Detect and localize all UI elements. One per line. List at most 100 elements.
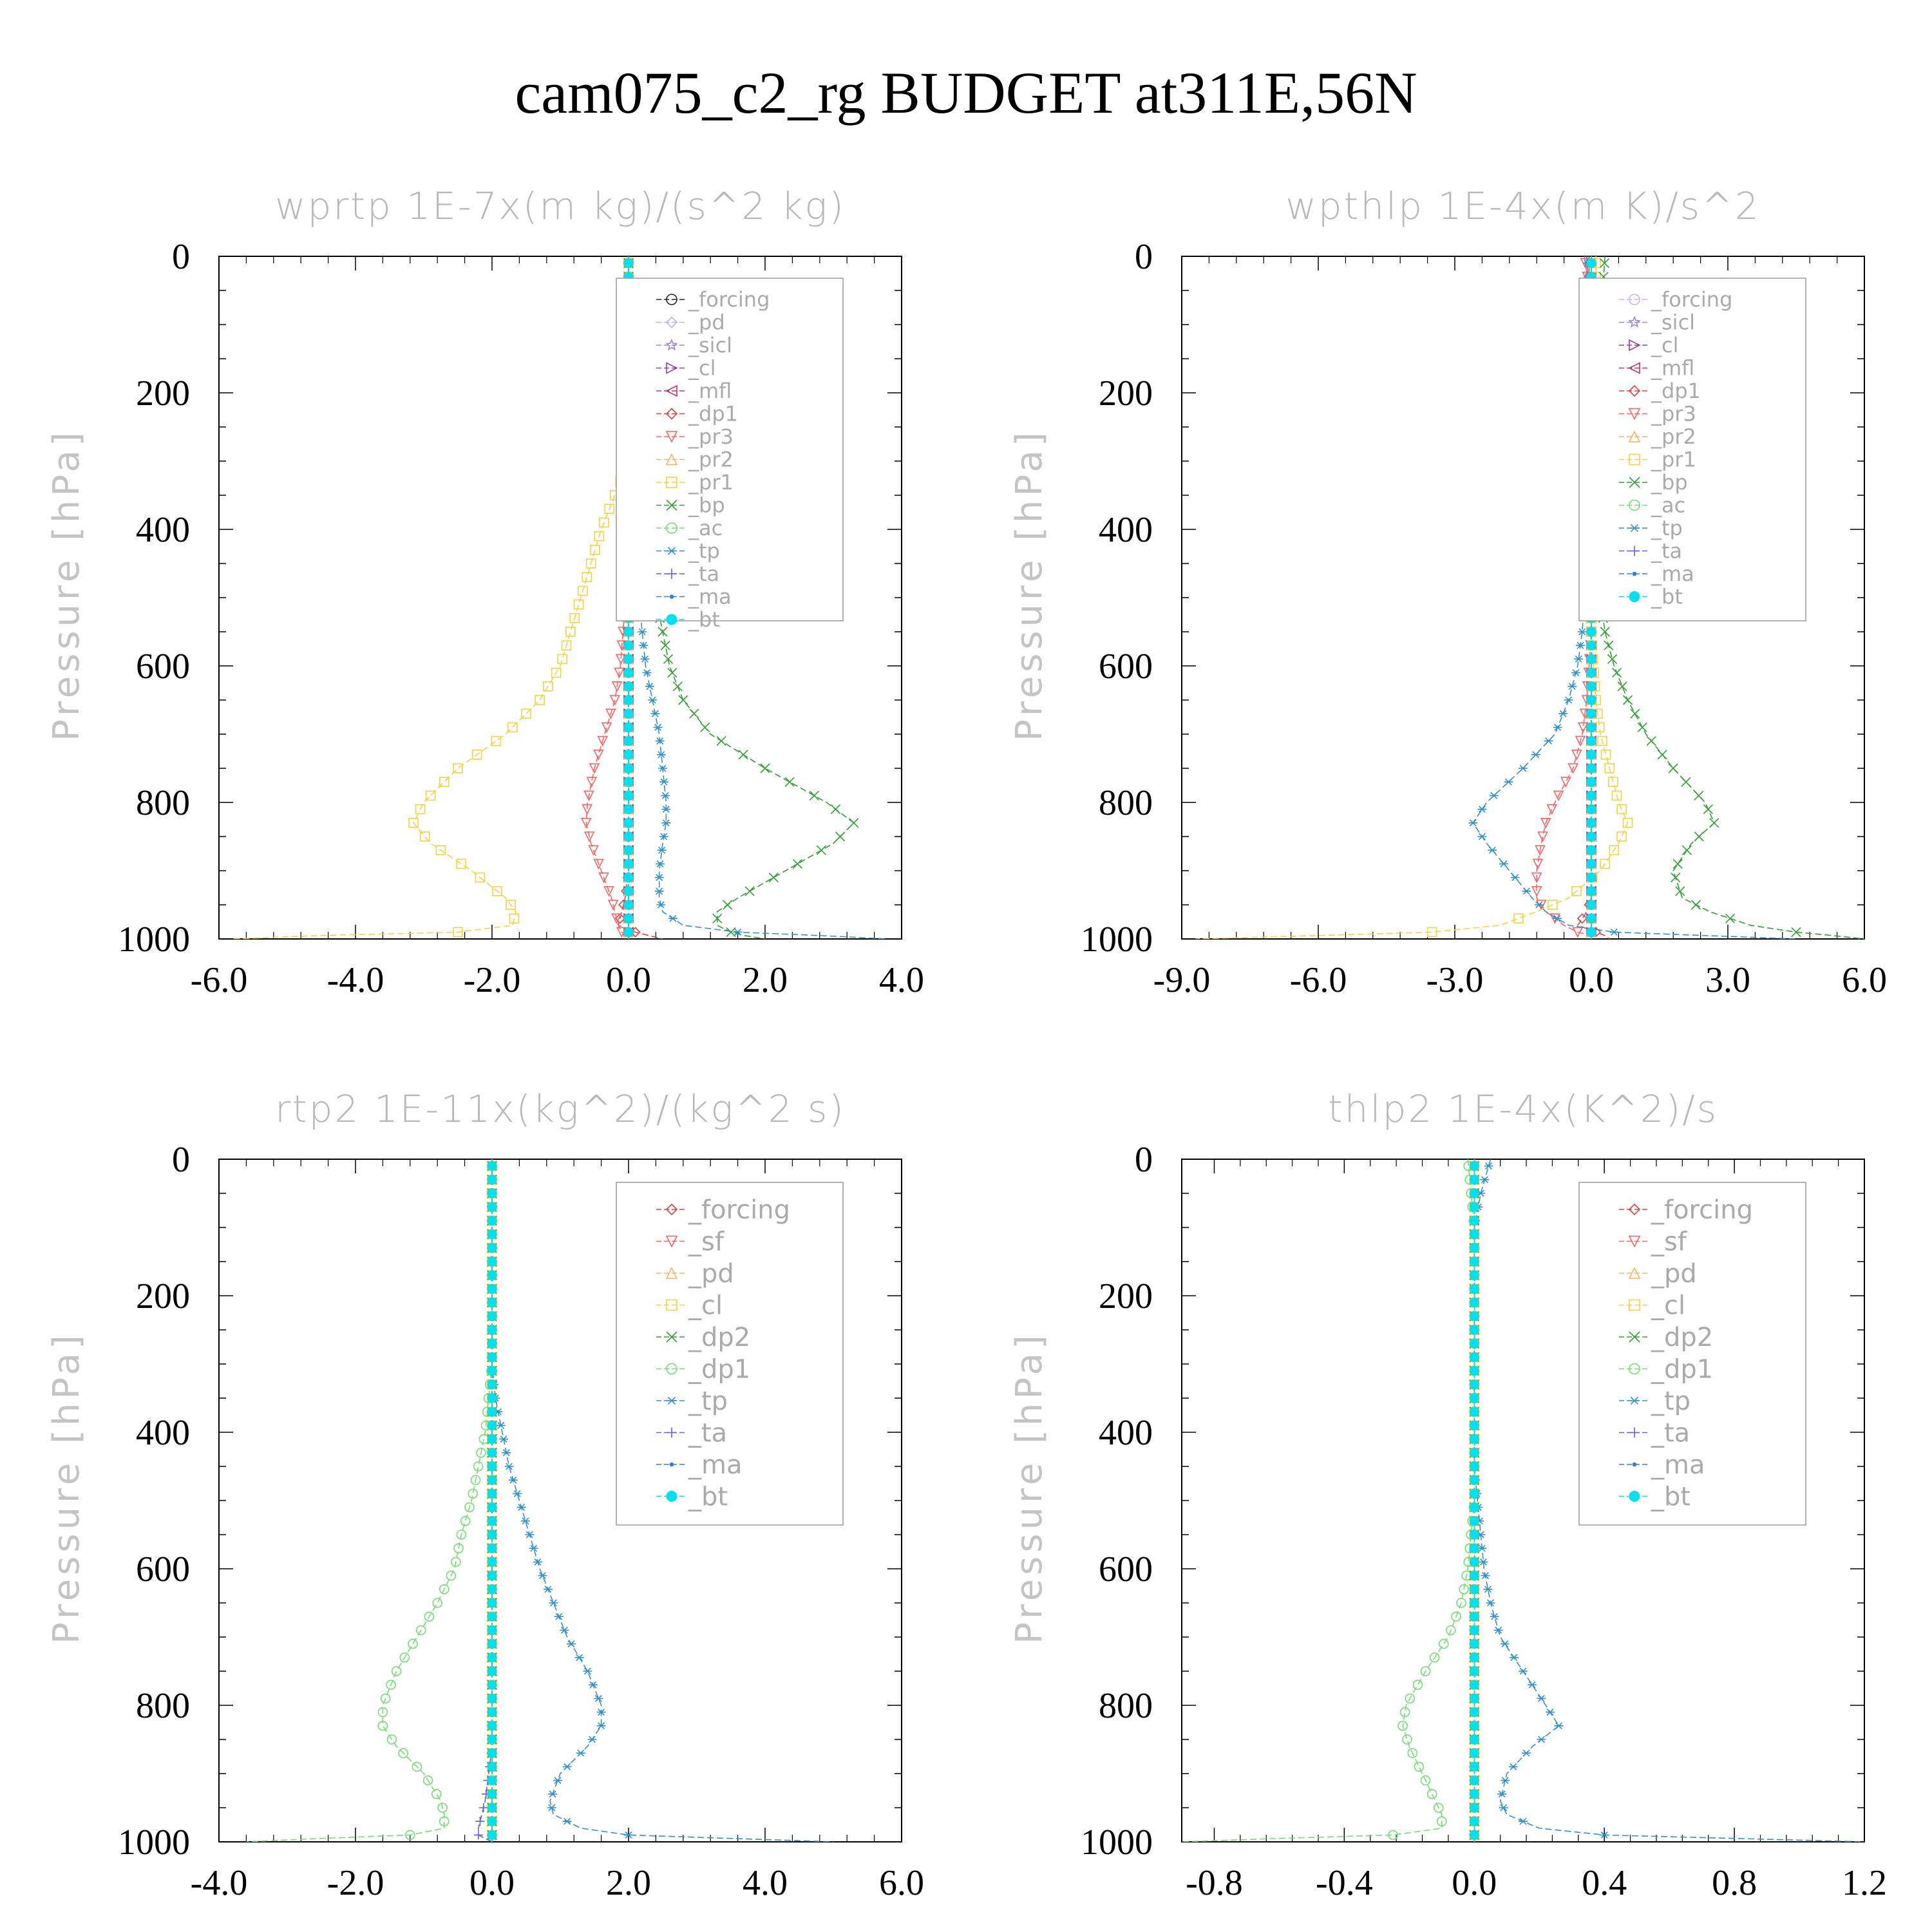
legend-marker [666,294,677,305]
data-point [658,764,667,772]
data-point [1477,806,1487,813]
data-point [1469,1789,1479,1799]
legend-item: _dp1 [656,402,738,426]
data-point [487,1283,497,1294]
data-point [487,1625,497,1635]
legend-label: _cl [1651,333,1678,357]
data-point [487,1584,497,1595]
x-tick-label: 6.0 [1842,960,1887,1000]
data-point [425,790,436,801]
legend-label: _ma [688,585,732,609]
data-point [1469,1598,1479,1608]
data-point [547,1804,556,1812]
data-point [583,1667,592,1675]
data-point [623,627,634,637]
legend-marker [1629,339,1641,352]
data-point [1412,1680,1423,1690]
legend-label: _ta [1651,539,1682,564]
data-point [661,806,671,813]
data-point [574,1654,584,1662]
data-point [1607,654,1618,664]
data-point [1469,1557,1479,1567]
data-point [1499,1804,1508,1812]
data-point [623,708,634,719]
panel-title: rtp2 1E-11x(kg^2)/(kg^2 s) [275,1087,846,1131]
data-point [656,860,665,867]
data-point [499,1435,509,1443]
legend-label: _ac [688,516,723,540]
legend-marker [1629,1363,1640,1375]
data-point [1469,1352,1479,1362]
data-point [653,723,663,731]
data-point [1469,1475,1479,1485]
y-tick-label: 200 [1099,374,1153,413]
x-tick-label: -2.0 [464,960,521,1000]
data-point [554,1613,564,1620]
y-tick-label: 800 [136,783,190,823]
data-point [594,531,605,542]
data-point [1388,1830,1398,1841]
data-point [548,1790,558,1798]
y-axis-label: Pressure [hPa] [1009,428,1050,741]
legend-item: _cl [656,1291,723,1321]
data-point [768,873,779,883]
legend-label: _pd [688,310,725,335]
y-tick-label: 0 [172,1140,190,1180]
data-point [1577,628,1587,636]
data-point [1577,913,1588,924]
series-pr1 [1195,256,1633,939]
data-point [1469,1530,1479,1540]
x-tick-label: 0.0 [469,1863,515,1903]
data-point [431,1789,442,1799]
series-line [1195,256,1629,939]
data-point [1586,708,1596,719]
data-point [487,1530,497,1540]
y-tick-label: 600 [136,1549,190,1589]
data-point [525,1531,535,1539]
data-point [535,695,545,705]
data-point [1534,901,1544,909]
legend-marker [1629,545,1640,556]
data-point [487,1420,497,1430]
legend-label: _ta [1651,1419,1690,1448]
y-tick-label: 600 [1099,1549,1153,1589]
data-point [638,628,647,636]
legend-label: _tp [688,1387,728,1416]
data-point [1599,258,1610,269]
legend-box [1578,1182,1806,1526]
data-point [1553,914,1562,922]
data-point [419,831,430,842]
data-point [1469,1379,1479,1390]
data-point [1600,1831,1609,1839]
data-point [1456,1598,1466,1608]
data-point [1469,1516,1479,1526]
data-point [557,654,567,665]
data-point [487,1475,497,1485]
data-point [835,831,846,842]
data-point [1469,1393,1479,1403]
legend-label: _bt [1651,1482,1690,1512]
legend-item: _ta [656,1419,727,1448]
legend-item: _sf [1619,1227,1687,1257]
legend-item: _tp [656,539,720,564]
data-point [1469,1653,1479,1663]
legend-item: _mfl [1619,356,1694,381]
legend-item: _pr3 [1619,402,1696,426]
data-point [491,735,502,746]
data-point [566,1640,576,1648]
data-point [487,1734,497,1745]
data-point [1500,1640,1510,1648]
data-point [1469,1366,1479,1376]
data-point [487,1488,497,1499]
data-point [1469,1229,1479,1240]
legend-marker [1628,1267,1641,1279]
data-point [659,778,669,786]
y-tick-label: 400 [136,1413,190,1453]
data-point [1439,1638,1449,1649]
y-tick-label: 800 [136,1686,190,1726]
data-point [1586,736,1596,746]
x-tick-label: 6.0 [879,1863,924,1903]
data-point [624,1831,633,1839]
legend-marker [666,614,677,625]
